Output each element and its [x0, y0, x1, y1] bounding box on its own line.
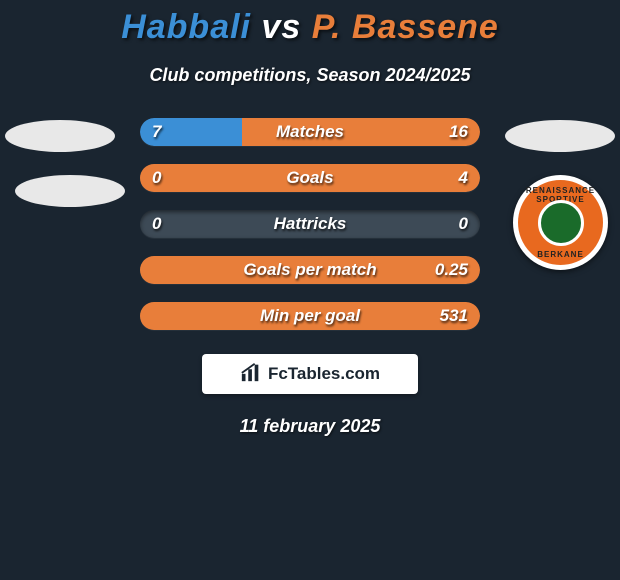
comparison-date: 11 february 2025	[0, 416, 620, 437]
stat-label: Min per goal	[140, 302, 480, 330]
stat-label: Goals per match	[140, 256, 480, 284]
stat-value-right: 4	[459, 164, 468, 192]
player2-name: P. Bassene	[312, 8, 499, 46]
vs-separator: vs	[261, 8, 301, 46]
source-logo-text: FcTables.com	[268, 364, 380, 384]
stat-bar: 7Matches16	[140, 118, 480, 146]
stat-value-right: 0	[459, 210, 468, 238]
subtitle: Club competitions, Season 2024/2025	[0, 65, 620, 86]
stat-bar: 0Goals4	[140, 164, 480, 192]
stat-bar: Min per goal531	[140, 302, 480, 330]
stat-value-right: 16	[449, 118, 468, 146]
stats-container: 7Matches160Goals40Hattricks0Goals per ma…	[140, 118, 480, 330]
stat-bar: 0Hattricks0	[140, 210, 480, 238]
comparison-title: Habbali vs P. Bassene	[0, 0, 620, 47]
player1-name: Habbali	[121, 8, 251, 46]
stat-value-right: 0.25	[435, 256, 468, 284]
bar-chart-icon	[240, 361, 262, 388]
source-logo: FcTables.com	[202, 354, 418, 394]
stat-label: Goals	[140, 164, 480, 192]
stat-label: Hattricks	[140, 210, 480, 238]
stat-label: Matches	[140, 118, 480, 146]
stat-value-right: 531	[440, 302, 468, 330]
stat-bar: Goals per match0.25	[140, 256, 480, 284]
